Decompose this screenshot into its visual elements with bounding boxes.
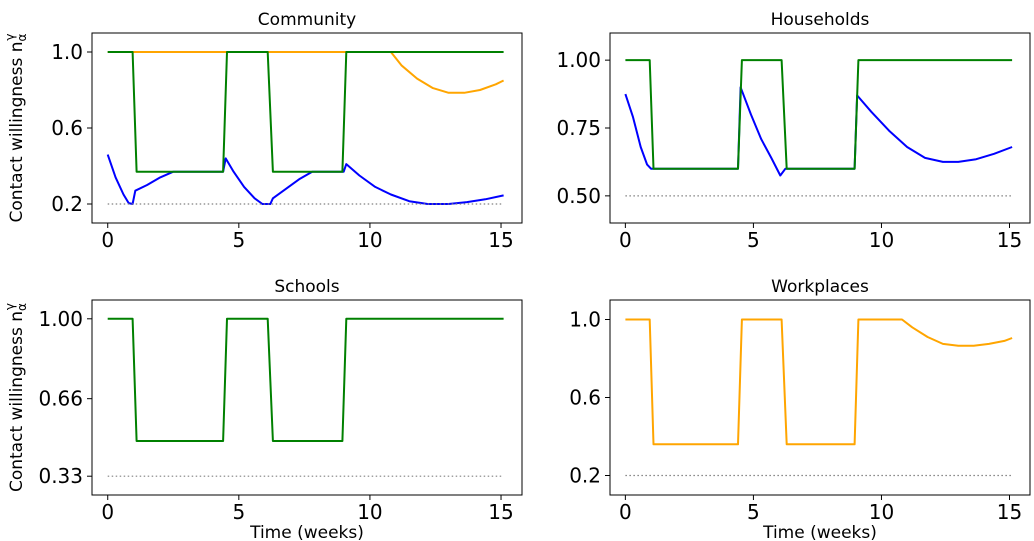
x-tick-label: 10 — [869, 500, 894, 524]
y-tick-label: 0.6 — [569, 386, 601, 410]
y-tick-label: 1.0 — [569, 308, 601, 332]
x-tick-label: 5 — [232, 228, 245, 252]
x-tick-label: 15 — [997, 228, 1022, 252]
x-tick-label: 15 — [488, 500, 513, 524]
x-tick-label: 0 — [619, 500, 632, 524]
series-line-green — [107, 51, 504, 173]
series-line-blue — [624, 86, 1013, 177]
y-tick-label: 0.6 — [51, 116, 83, 140]
x-tick-label: 5 — [747, 500, 760, 524]
series-line-blue — [106, 154, 504, 205]
x-axis-label: Time (weeks) — [249, 523, 364, 541]
x-tick-label: 0 — [619, 228, 632, 252]
plot-frame — [609, 299, 1031, 496]
x-tick-label: 5 — [747, 228, 760, 252]
subplot-0: 0 5 10 15 0.2 0.6 1.0 Community Contact willingn… — [3, 10, 523, 252]
subplot-title: Community — [258, 10, 356, 30]
x-tick-label: 15 — [488, 228, 513, 252]
series-line-green — [625, 59, 1013, 170]
subplot-title: Schools — [274, 277, 339, 297]
y-tick-label: 0.2 — [51, 192, 83, 216]
x-tick-label: 10 — [357, 500, 382, 524]
x-tick-label: 15 — [997, 500, 1022, 524]
subplot-2: 0 5 10 15 0.33 0.66 1.00 Schools Time (weeks) Con… — [3, 277, 523, 541]
plot-frame — [609, 32, 1031, 224]
x-axis-label: Time (weeks) — [762, 523, 877, 541]
y-tick-label: 0.33 — [38, 464, 83, 488]
x-tick-label: 10 — [357, 228, 382, 252]
y-tick-label: 0.50 — [556, 184, 601, 208]
x-tick-label: 5 — [232, 500, 245, 524]
y-tick-label: 1.00 — [38, 307, 83, 331]
x-tick-label: 0 — [101, 228, 114, 252]
y-tick-label: 0.2 — [569, 464, 601, 488]
plot-frame — [91, 32, 523, 224]
subplot-title: Households — [771, 10, 870, 30]
subplot-3: 0 5 10 15 0.2 0.6 1.0 Workplaces Time (weeks) — [569, 277, 1031, 541]
x-tick-label: 0 — [101, 500, 114, 524]
series-line-orange — [625, 318, 1013, 446]
subplot-title: Workplaces — [771, 277, 869, 297]
series-line-orange — [107, 51, 505, 94]
y-tick-label: 1.0 — [51, 40, 83, 64]
x-tick-label: 10 — [869, 228, 894, 252]
y-axis-label: Contact willingness nαγ — [3, 33, 29, 222]
subplot-1: 0 5 10 15 0.50 0.75 1.00 Households — [556, 10, 1031, 252]
y-tick-label: 0.75 — [556, 116, 601, 140]
y-axis-label: Contact willingness nαγ — [3, 303, 29, 492]
y-tick-label: 0.66 — [38, 387, 83, 411]
y-tick-label: 1.00 — [556, 48, 601, 72]
plot-frame — [91, 299, 523, 496]
series-line-green — [107, 317, 504, 442]
